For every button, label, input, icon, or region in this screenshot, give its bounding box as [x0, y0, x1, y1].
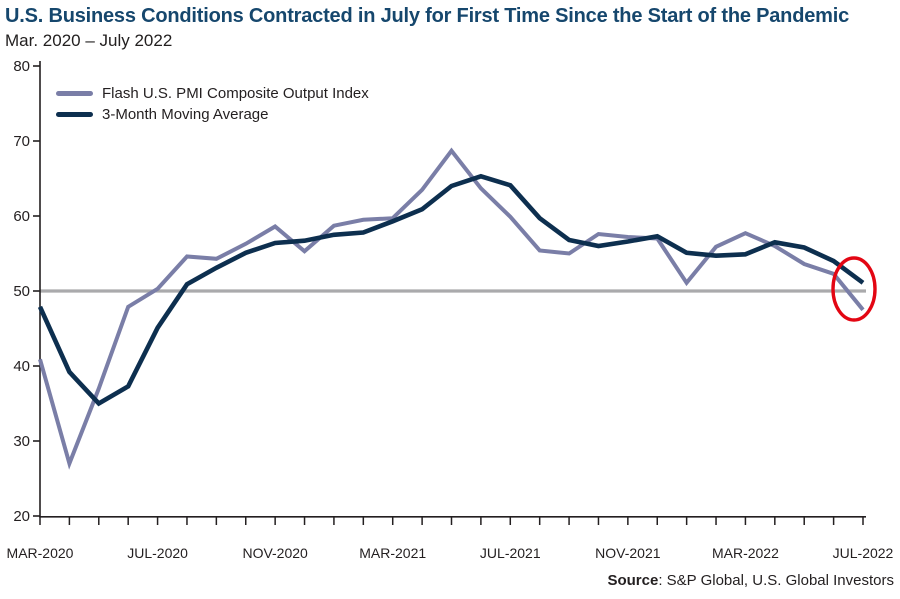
legend-item-moving-average: 3-Month Moving Average — [56, 104, 369, 125]
x-axis: MAR-2020 JUL-2020 NOV-2020 MAR-2021 JUL-2021… — [7, 515, 894, 561]
annotation-ellipse — [831, 256, 877, 322]
y-tick-label: 40 — [13, 358, 30, 375]
chart-subtitle: Mar. 2020 – July 2022 — [5, 31, 173, 50]
source-line: Source: S&P Global, U.S. Global Investor… — [607, 572, 894, 589]
y-tick-label: 60 — [13, 208, 30, 225]
flash-pmi-line — [38, 147, 865, 470]
y-tick-label: 70 — [13, 133, 30, 150]
legend-label-flash-pmi: Flash U.S. PMI Composite Output Index — [102, 85, 369, 102]
x-tick-label: NOV-2020 — [242, 545, 308, 561]
x-tick-label: JUL-2022 — [833, 545, 894, 561]
legend-label-moving-average: 3-Month Moving Average — [102, 106, 269, 123]
y-tick-label: 50 — [13, 283, 30, 300]
moving-average-line — [37, 173, 865, 407]
x-tick-label: JUL-2020 — [127, 545, 188, 561]
chart-legend: Flash U.S. PMI Composite Output Index 3-… — [56, 83, 369, 125]
source-text: : S&P Global, U.S. Global Investors — [658, 572, 894, 589]
y-axis: 20 30 40 50 60 70 80 — [13, 58, 41, 525]
x-tick-label: NOV-2021 — [595, 545, 661, 561]
source-label: Source — [607, 572, 659, 589]
x-tick-label: MAR-2022 — [712, 545, 779, 561]
y-tick-label: 80 — [13, 58, 30, 75]
chart-title: U.S. Business Conditions Contracted in J… — [5, 5, 850, 27]
x-tick-label: MAR-2020 — [7, 545, 74, 561]
x-tick-label: JUL-2021 — [480, 545, 541, 561]
y-tick-label: 20 — [13, 508, 30, 525]
x-tick-label: MAR-2021 — [359, 545, 426, 561]
moving-average-line-swatch — [56, 112, 93, 117]
y-tick-label: 30 — [13, 433, 30, 450]
legend-item-flash-pmi: Flash U.S. PMI Composite Output Index — [56, 83, 369, 104]
flash-pmi-line-swatch — [56, 91, 93, 96]
series-lines — [37, 147, 865, 470]
